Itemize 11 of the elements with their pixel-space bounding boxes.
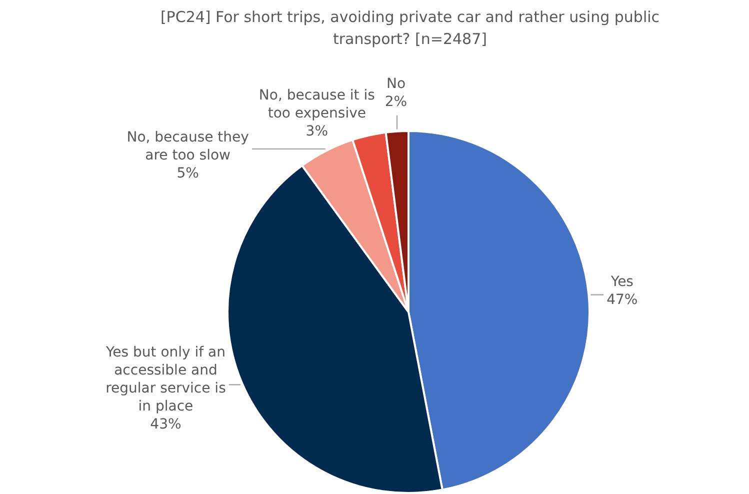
- slice-label: Yes: [610, 274, 634, 290]
- chart-title: [PC24] For short trips, avoiding private car and rather using public transport? [n=2487]: [159, 7, 661, 50]
- data-label: 5%: [176, 165, 199, 182]
- data-label: 2%: [384, 94, 408, 110]
- slice-label: Yes but only if an accessible and regular service is in place: [104, 344, 226, 415]
- slice-label: No, because they are too slow: [126, 129, 249, 164]
- data-label: 43%: [150, 416, 182, 433]
- slice-label: No: [386, 76, 406, 92]
- slice-label: No, because it is too expensive: [258, 87, 375, 122]
- data-label: 3%: [306, 123, 328, 140]
- data-label: 47%: [606, 292, 638, 308]
